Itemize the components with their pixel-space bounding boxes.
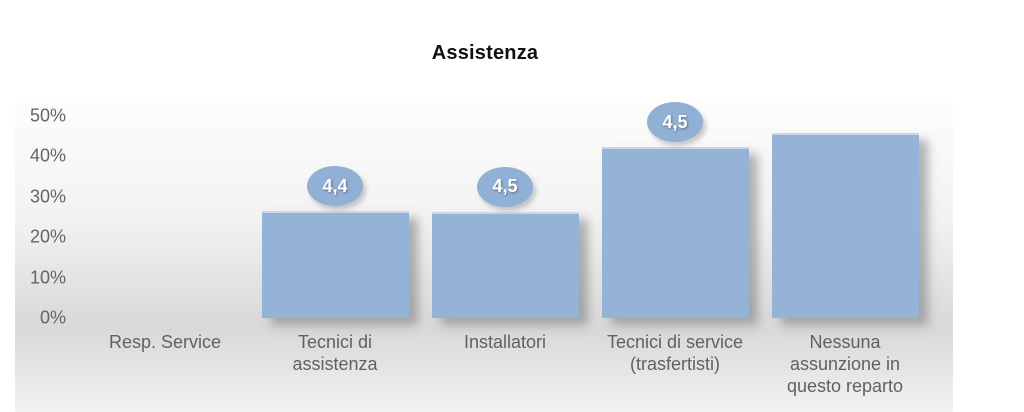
bar-4 — [601, 147, 749, 318]
bar-5 — [771, 133, 919, 318]
data-label-oval: 4,4 — [307, 166, 363, 207]
data-label-value: 4,5 — [662, 111, 688, 132]
bar-3 — [431, 211, 579, 318]
y-axis-tick-label: 40% — [29, 145, 66, 166]
x-axis-category-label: Resp. Service — [108, 332, 222, 352]
data-label-value: 4,4 — [322, 175, 348, 196]
y-axis-tick-label: 30% — [29, 186, 66, 206]
y-axis-tick-label: 20% — [29, 226, 66, 247]
data-label-value: 4,5 — [492, 176, 518, 197]
y-axis-tick-label: 50% — [29, 105, 66, 125]
y-axis-tick-label: 0% — [39, 307, 66, 328]
x-axis-category-label: Tecnici di assistenza — [292, 332, 378, 374]
y-axis-tick-label: 10% — [29, 267, 66, 287]
data-label-oval: 4,5 — [647, 102, 703, 143]
x-axis-category-label: Nessuna assunzione in questo reparto — [786, 332, 904, 396]
chart-title: Assistenza — [431, 42, 539, 64]
data-label-oval: 4,5 — [477, 166, 533, 207]
x-axis-category-label: Installatori — [463, 332, 547, 352]
bar-2 — [261, 211, 409, 318]
x-axis-category-label: Tecnici di service (trasfertisti) — [606, 332, 744, 374]
